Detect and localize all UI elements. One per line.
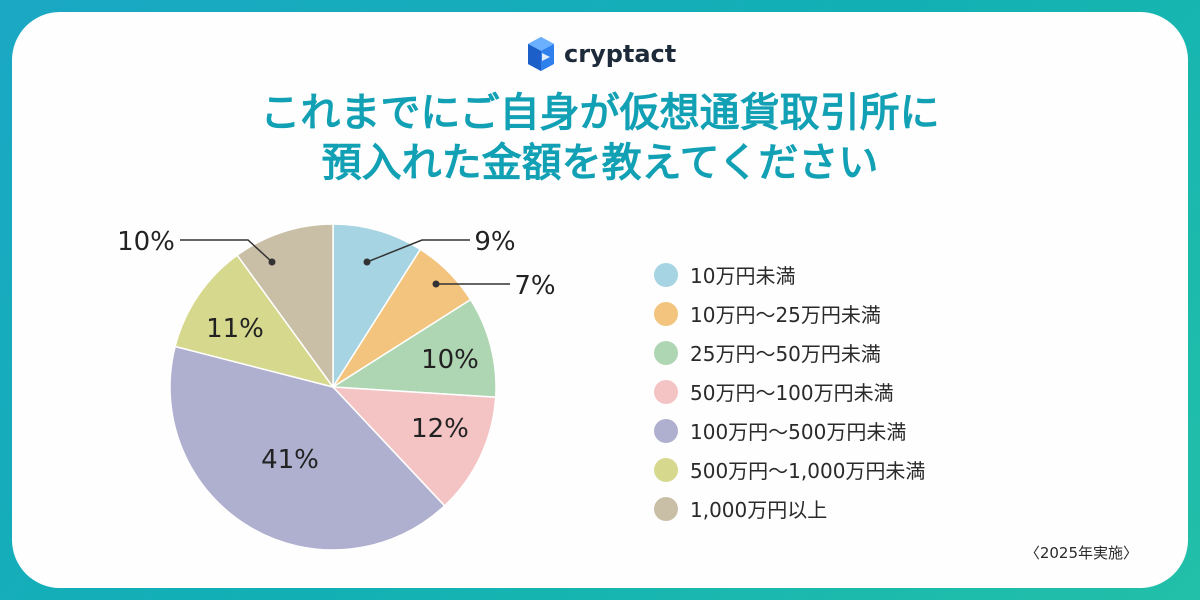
cryptact-logo-icon bbox=[528, 37, 554, 71]
legend-swatch-3 bbox=[654, 340, 678, 365]
title-line-2: 預入れた金額を教えてください bbox=[321, 140, 879, 186]
brand-name: cryptact bbox=[564, 40, 677, 68]
pie-slice-5 bbox=[169, 345, 446, 551]
leader-dot-2 bbox=[432, 280, 440, 288]
legend-label-3: 25万円〜50万円未満 bbox=[690, 342, 881, 366]
title-line-1: これまでにご自身が仮想通貨取引所に bbox=[260, 90, 940, 136]
slice-label-4: 12% bbox=[411, 414, 469, 444]
legend-label-1: 10万円未満 bbox=[690, 264, 796, 288]
brand-logo: cryptact bbox=[528, 36, 676, 72]
legend-item-5: 100万円〜500万円未満 bbox=[654, 411, 925, 450]
pie-slice-7 bbox=[236, 223, 334, 390]
chart-title: これまでにご自身が仮想通貨取引所に 預入れた金額を教えてください bbox=[0, 88, 1200, 188]
legend-label-6: 500万円〜1,000万円未満 bbox=[690, 459, 926, 483]
legend-item-7: 1,000万円以上 bbox=[654, 489, 925, 528]
legend-swatch-5 bbox=[654, 418, 678, 443]
slice-label-7: 10% bbox=[117, 227, 175, 257]
pie-slice-1 bbox=[332, 223, 422, 390]
pie-slice-4 bbox=[331, 386, 497, 507]
legend-swatch-1 bbox=[654, 262, 678, 287]
legend-label-2: 10万円〜25万円未満 bbox=[690, 303, 881, 327]
legend-label-5: 100万円〜500万円未満 bbox=[690, 420, 907, 444]
legend-item-2: 10万円〜25万円未満 bbox=[654, 294, 925, 333]
legend-swatch-2 bbox=[654, 301, 678, 326]
slice-label-2: 7% bbox=[514, 271, 555, 301]
leader-dot-7 bbox=[268, 258, 276, 266]
chart-legend: 10万円未満 10万円〜25万円未満 25万円〜50万円未満 50万円〜100万円未満… bbox=[654, 255, 925, 528]
legend-swatch-7 bbox=[654, 496, 678, 521]
leader-line-7 bbox=[180, 239, 273, 263]
legend-item-1: 10万円未満 bbox=[654, 255, 925, 294]
legend-label-7: 1,000万円以上 bbox=[690, 498, 828, 522]
legend-item-4: 50万円〜100万円未満 bbox=[654, 372, 925, 411]
legend-label-4: 50万円〜100万円未満 bbox=[690, 381, 894, 405]
slice-label-6: 11% bbox=[206, 314, 264, 344]
slice-label-5: 41% bbox=[261, 445, 319, 475]
pie-slice-6 bbox=[174, 254, 335, 389]
leader-line-1 bbox=[366, 239, 470, 263]
legend-swatch-4 bbox=[654, 379, 678, 404]
slice-label-1: 9% bbox=[474, 227, 515, 257]
legend-item-6: 500万円〜1,000万円未満 bbox=[654, 450, 925, 489]
pie-slice-3 bbox=[330, 298, 497, 399]
slice-label-3: 10% bbox=[421, 345, 479, 375]
legend-item-3: 25万円〜50万円未満 bbox=[654, 333, 925, 372]
leader-dot-1 bbox=[363, 258, 371, 266]
legend-swatch-6 bbox=[654, 457, 678, 482]
survey-year-note: 〈2025年実施〉 bbox=[1024, 544, 1138, 562]
